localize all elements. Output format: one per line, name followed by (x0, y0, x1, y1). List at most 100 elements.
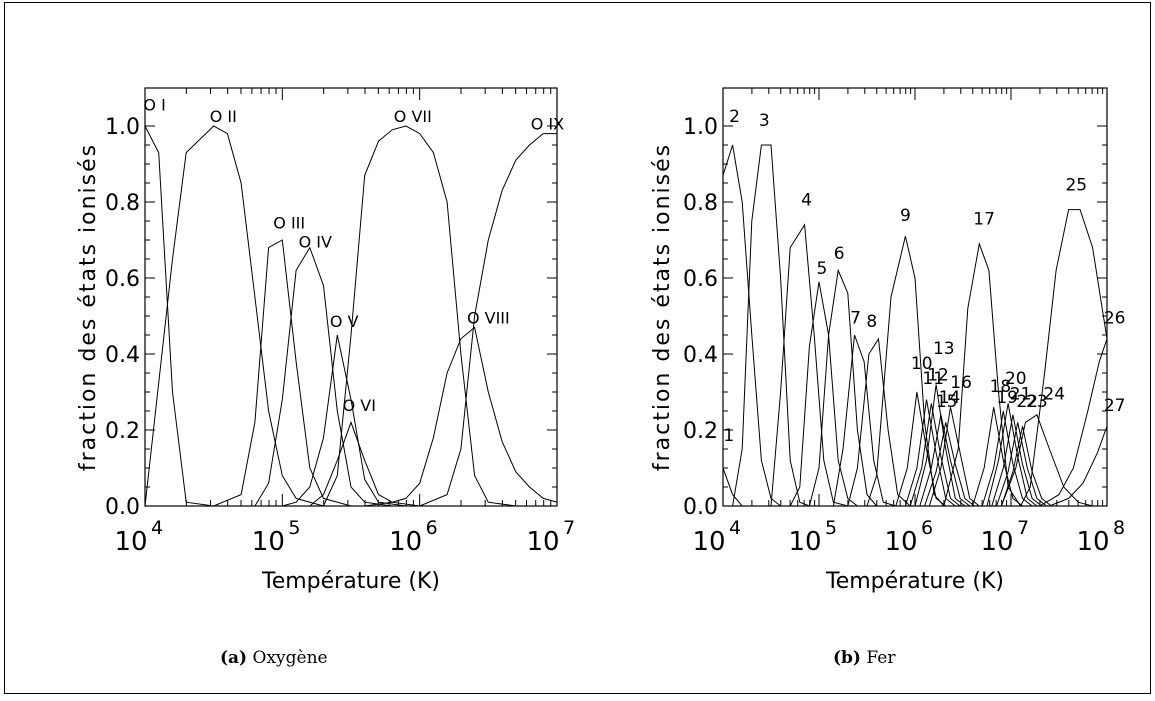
curve-label: O I (143, 96, 165, 115)
x-tick-exponent: 5 (288, 517, 300, 539)
curve-label: O V (330, 312, 359, 331)
curve-label: 27 (1104, 396, 1126, 416)
x-tick-label: 10 (526, 527, 559, 557)
x-tick-exponent: 8 (1113, 517, 1125, 539)
curve-label: 22 (1016, 392, 1038, 412)
curve-label: O IX (531, 115, 564, 134)
x-axis-label: Température (K) (825, 569, 1004, 594)
curve-label: 14 (939, 388, 961, 408)
series-line-27 (1049, 426, 1107, 506)
curve-label: 6 (834, 244, 845, 264)
curve-label: 13 (933, 339, 955, 359)
y-tick-label: 0.0 (105, 495, 140, 520)
caption-tag: (b) (833, 648, 861, 668)
series-line-22 (996, 422, 1047, 506)
chart-oxygene: 0.00.20.40.60.81.010 4 10 5 10 6 10 7Températur… (76, 87, 575, 594)
curve-label: O II (210, 107, 237, 126)
curve-label: 15 (936, 392, 958, 412)
caption-tag: (a) (220, 648, 248, 668)
panel-fer: 0.0 0.2 0.4 0.6 0.8 1.0 10 4 10 5 10 6 10 7 10 8 Tempéra… (577, 0, 1155, 697)
y-tick-label: 0.0 (683, 495, 718, 520)
series-line-6 (808, 268, 877, 506)
x-tick-exponent: 5 (825, 517, 837, 539)
caption-oxygene: (a) Oxygène (220, 648, 328, 668)
x-tick-label: 10 (692, 527, 725, 557)
curve-label: 18 (990, 377, 1012, 397)
y-tick-label: 0.2 (105, 419, 140, 444)
y-tick-label: 0.6 (105, 267, 140, 292)
curve-label: 17 (973, 210, 995, 230)
series-line-o-v (282, 334, 406, 506)
y-axis-label: fraction des états ionisés (650, 143, 675, 471)
curve-label: 26 (1104, 308, 1126, 328)
curve-label: 20 (1005, 369, 1027, 389)
series-line-18 (972, 407, 1023, 506)
series-line-1 (723, 467, 743, 506)
series-line-25 (1020, 209, 1107, 506)
x-tick-label: 10 (389, 527, 422, 557)
y-tick-label: 0.2 (683, 419, 718, 444)
x-tick-label: 10 (980, 527, 1013, 557)
series-line-12 (909, 403, 961, 506)
series-line-o-vi (309, 420, 420, 506)
series-line-5 (789, 281, 858, 506)
caption-fer: (b) Fer (833, 648, 895, 668)
series-line-4 (770, 223, 848, 506)
series-line-10 (895, 391, 947, 506)
x-tick-exponent: 6 (921, 517, 933, 539)
x-tick-exponent: 6 (426, 517, 438, 539)
series-line-20 (986, 403, 1038, 506)
series-line-o-i (145, 125, 214, 506)
curve-label: 21 (1010, 384, 1032, 404)
series-line-2 (723, 144, 781, 506)
series-line-24 (1000, 414, 1093, 506)
series-line-15 (924, 422, 975, 506)
series-line-o-iv (254, 246, 393, 506)
series-line-o-iii (213, 239, 352, 506)
x-tick-exponent: 7 (563, 517, 575, 539)
y-tick-label: 0.8 (105, 191, 140, 216)
curve-label: 9 (900, 206, 911, 226)
x-tick-label: 10 (1076, 527, 1109, 557)
series-line-26 (1039, 338, 1107, 506)
curve-label: O III (273, 213, 305, 232)
x-tick-label: 10 (114, 527, 147, 557)
y-tick-label: 0.4 (105, 343, 140, 368)
curve-label: 19 (996, 388, 1018, 408)
series-line-21 (991, 414, 1043, 506)
y-tick-label: 1.0 (683, 115, 718, 140)
series-line-o-ix (419, 133, 557, 506)
series-line-o-viii (364, 326, 557, 506)
curve-label: 10 (911, 354, 933, 374)
x-tick-label: 10 (252, 527, 285, 557)
x-tick-exponent: 7 (1017, 517, 1029, 539)
caption-text: Fer (866, 648, 896, 668)
curve-label: 2 (729, 107, 740, 127)
y-axis-label: fraction des états ionisés (76, 143, 101, 471)
curve-label: 23 (1026, 392, 1048, 412)
curve-label: 1 (723, 426, 734, 446)
curve-label: O IV (299, 232, 332, 251)
series-line-o-vii (323, 125, 516, 506)
y-tick-label: 0.6 (683, 267, 718, 292)
x-tick-exponent: 4 (729, 517, 741, 539)
chart-fer: 0.00.20.40.60.81.010 4 10 5 10 6 10 7 10 8Tempéra… (650, 87, 1126, 594)
curve-label: 3 (759, 111, 770, 131)
curve-label: 8 (866, 312, 877, 332)
x-tick-label: 10 (884, 527, 917, 557)
caption-text: Oxygène (252, 648, 328, 668)
curve-label: 25 (1065, 175, 1087, 195)
x-tick-exponent: 4 (151, 517, 163, 539)
panel-oxygene: 0.0 0.2 0.4 0.6 0.8 1.0 10 4 10 5 10 6 10 7 Températur… (0, 0, 577, 697)
x-tick-label: 10 (788, 527, 821, 557)
curve-label: 4 (801, 191, 812, 211)
curve-label: 12 (927, 365, 949, 385)
curve-label: 7 (850, 308, 861, 328)
x-axis-label: Température (K) (261, 569, 440, 594)
curve-label: 24 (1043, 384, 1065, 404)
series-line-16 (928, 407, 980, 506)
figure-frame (4, 2, 1151, 694)
curve-label: 16 (950, 373, 972, 393)
plot-area (722, 87, 1108, 507)
y-tick-label: 0.4 (683, 343, 718, 368)
